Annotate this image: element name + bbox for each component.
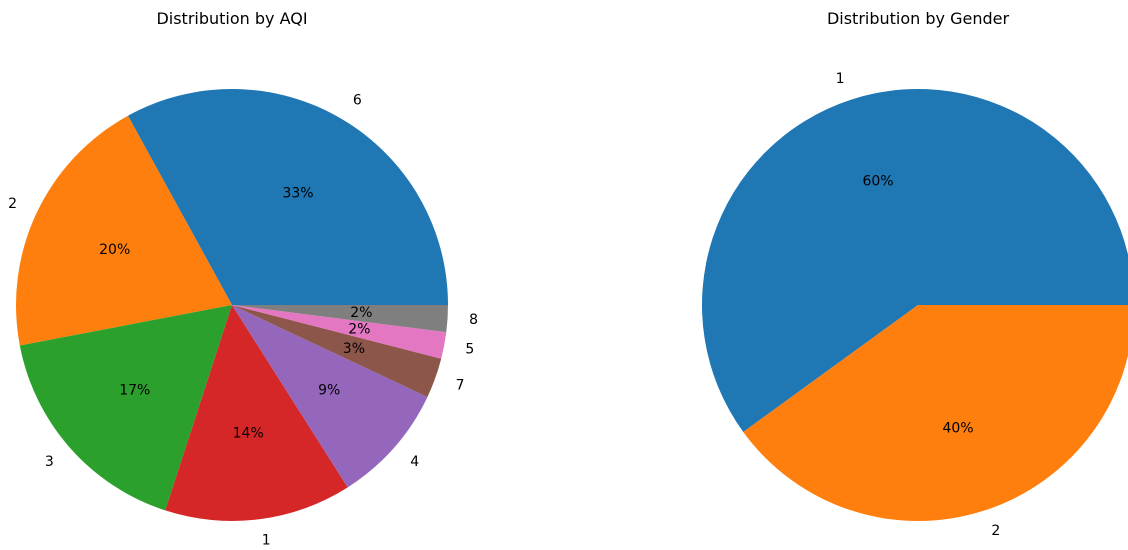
- aqi-chart-title: Distribution by AQI: [156, 9, 307, 28]
- gender-slice-2: [743, 305, 1128, 521]
- aqi-pct-label-3: 17%: [119, 383, 150, 399]
- gender-pct-label-1: 60%: [862, 174, 893, 190]
- aqi-category-label-2: 2: [8, 196, 17, 212]
- aqi-pct-label-5: 2%: [348, 321, 370, 337]
- aqi-slice-5: [232, 305, 447, 359]
- aqi-slice-1: [165, 305, 348, 522]
- aqi-slice-3: [19, 305, 232, 511]
- aqi-pct-label-1: 14%: [233, 426, 264, 442]
- aqi-slice-4: [232, 305, 428, 488]
- aqi-pct-label-2: 20%: [99, 242, 130, 258]
- aqi-category-label-6: 6: [353, 93, 362, 109]
- aqi-pct-label-7: 3%: [343, 341, 365, 357]
- aqi-category-label-5: 5: [465, 342, 474, 358]
- aqi-pct-label-4: 9%: [318, 383, 340, 399]
- gender-category-label-1: 1: [836, 71, 845, 87]
- aqi-labels: 33% 6 20% 2 17% 3 14% 1 9% 4 3% 7 2% 5 2% 8: [8, 93, 478, 549]
- gender-chart-title: Distribution by Gender: [827, 9, 1010, 28]
- gender-slice-1: [702, 89, 1128, 432]
- aqi-slice-8: [232, 305, 448, 333]
- gender-pie-chart: Distribution by Gender 60% 1 40% 2: [702, 9, 1128, 539]
- aqi-pct-label-6: 33%: [282, 185, 313, 201]
- aqi-slice-6: [127, 89, 448, 305]
- gender-slices: [702, 89, 1128, 521]
- gender-labels: 60% 1 40% 2: [836, 71, 1001, 539]
- aqi-slices: [16, 89, 448, 522]
- gender-pct-label-2: 40%: [942, 420, 973, 436]
- aqi-category-label-3: 3: [45, 454, 54, 470]
- aqi-slice-7: [232, 305, 442, 397]
- aqi-category-label-7: 7: [456, 378, 465, 394]
- gender-category-label-2: 2: [991, 523, 1000, 539]
- aqi-slice-2: [16, 115, 232, 346]
- aqi-category-label-8: 8: [469, 312, 478, 328]
- aqi-category-label-4: 4: [410, 454, 419, 470]
- aqi-pct-label-8: 2%: [350, 305, 372, 321]
- aqi-pie-chart: Distribution by AQI 33%620%217%314%19%43…: [8, 9, 478, 549]
- aqi-category-label-1: 1: [262, 533, 271, 549]
